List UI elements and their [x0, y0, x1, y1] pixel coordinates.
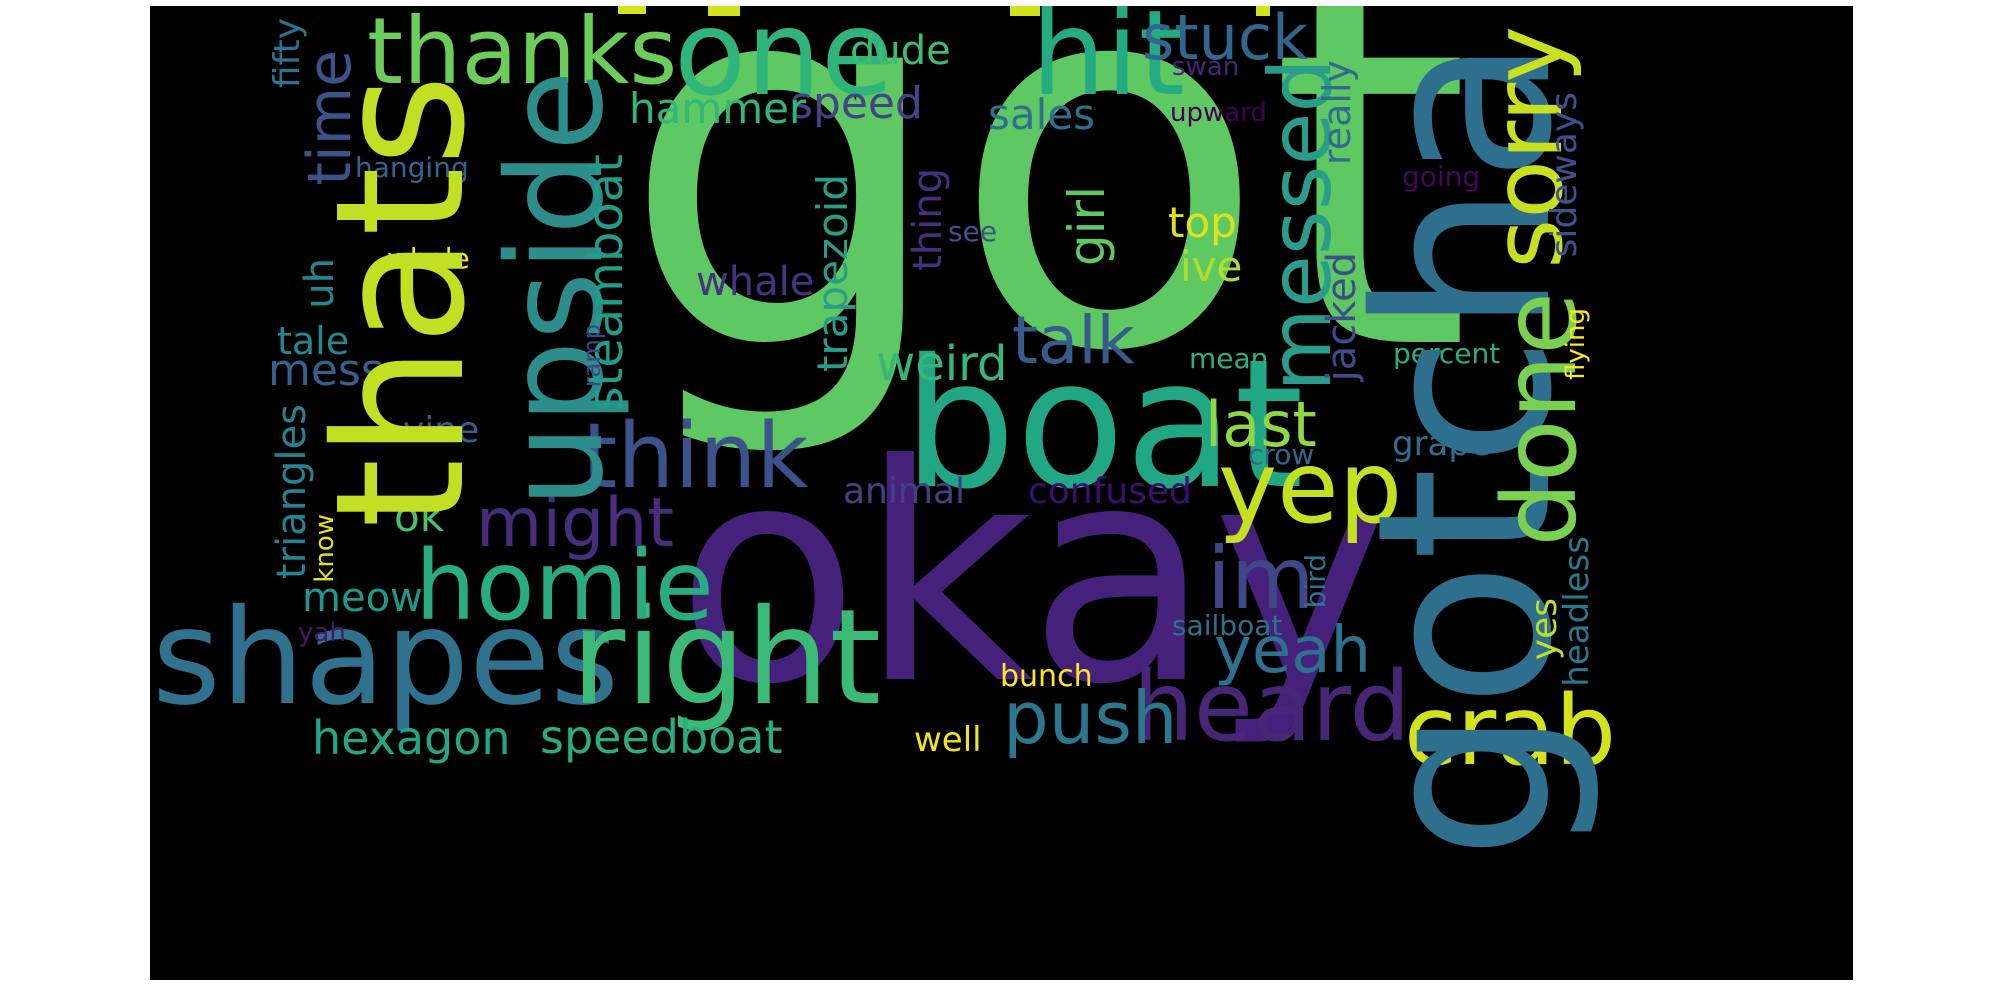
word-time: time [295, 50, 365, 186]
word-thanks: thanks [367, 6, 678, 105]
word-stuck: stuck [1142, 6, 1308, 74]
word-tale: tale [277, 319, 350, 363]
word-whole: whole [387, 242, 470, 275]
word-really: really [1315, 60, 1359, 166]
word-last: last [1205, 388, 1317, 461]
clipped-glyph-mark [1256, 6, 1270, 16]
word-see: see [948, 215, 998, 248]
word-speed: speed [790, 78, 923, 129]
word-steamboat: trapezoid [808, 174, 857, 373]
word-meow: meow [302, 575, 423, 621]
word-flying: flying [1561, 308, 1591, 380]
word-thing: thing [905, 168, 951, 271]
word-sideways: sideways [1544, 92, 1585, 258]
word-know: know [310, 514, 340, 583]
word-going: going [1402, 160, 1481, 193]
word-percent: percent [1393, 337, 1501, 370]
word-vine: vine [403, 410, 480, 451]
word-confused: confused [1028, 471, 1192, 512]
word-ramp: ramp [578, 324, 606, 388]
word-hit: hit [1031, 6, 1185, 122]
word-well: well [914, 720, 982, 760]
word-talk: talk [1012, 302, 1135, 379]
word-upward: upward [1170, 98, 1267, 128]
word-okay: okay [676, 401, 1390, 750]
word-girl: girl [1058, 186, 1116, 267]
word-yeah: yeah [1214, 614, 1372, 688]
word-bird: bird [1299, 554, 1332, 609]
word-think: think [582, 404, 809, 509]
word-shapes: shapes [152, 581, 620, 735]
word-trapezoid: speedboat [540, 710, 783, 764]
word-one: one [674, 6, 894, 122]
word-right: right [571, 581, 882, 735]
word-bunch: bunch [1000, 659, 1093, 694]
word-top: top [1168, 198, 1237, 247]
word-mean: mean [1189, 342, 1269, 375]
word-ive: ive [1180, 242, 1243, 291]
word-weird: weird [876, 336, 1008, 392]
word-headless: headless [1557, 536, 1597, 687]
word-mess: mess [268, 345, 384, 396]
word-cloud: got okay boat shapes right one hit thank… [150, 6, 1853, 980]
word-crab: crab [1404, 675, 1617, 787]
word-yah: yah [298, 618, 346, 648]
word-homie: homie [415, 530, 714, 642]
word-fifty: fifty [267, 18, 308, 89]
word-sailboat: sailboat [1172, 609, 1283, 642]
clipped-glyph-mark [618, 6, 646, 14]
word-yep: yep [1218, 429, 1403, 546]
word-crow: crow [1248, 438, 1315, 471]
word-dude: dude [850, 28, 951, 74]
word-jacked: jacked [1319, 252, 1365, 382]
word-triangles: triangles [269, 404, 315, 580]
word-grape: grape [1392, 424, 1491, 464]
word-heard: heard [1133, 651, 1411, 763]
word-hexagon: hexagon [312, 711, 511, 765]
word-swan: swan [1172, 52, 1240, 82]
word-animal: animal [843, 471, 966, 512]
word-sales: sales [988, 90, 1096, 139]
word-might: might [476, 484, 675, 563]
word-im: im [1207, 529, 1315, 629]
word-uh: uh [297, 258, 343, 309]
word-ok: ok [394, 492, 445, 541]
word-whale: whale [696, 259, 815, 305]
word-push: push [1003, 676, 1178, 760]
clipped-glyph-mark [708, 6, 740, 16]
clipped-glyph-mark [1010, 6, 1040, 16]
word-hanging: hanging [355, 151, 469, 184]
word-hammer: hammer [629, 84, 807, 133]
word-got: got [620, 6, 1473, 465]
word-boat: boat [903, 321, 1304, 528]
